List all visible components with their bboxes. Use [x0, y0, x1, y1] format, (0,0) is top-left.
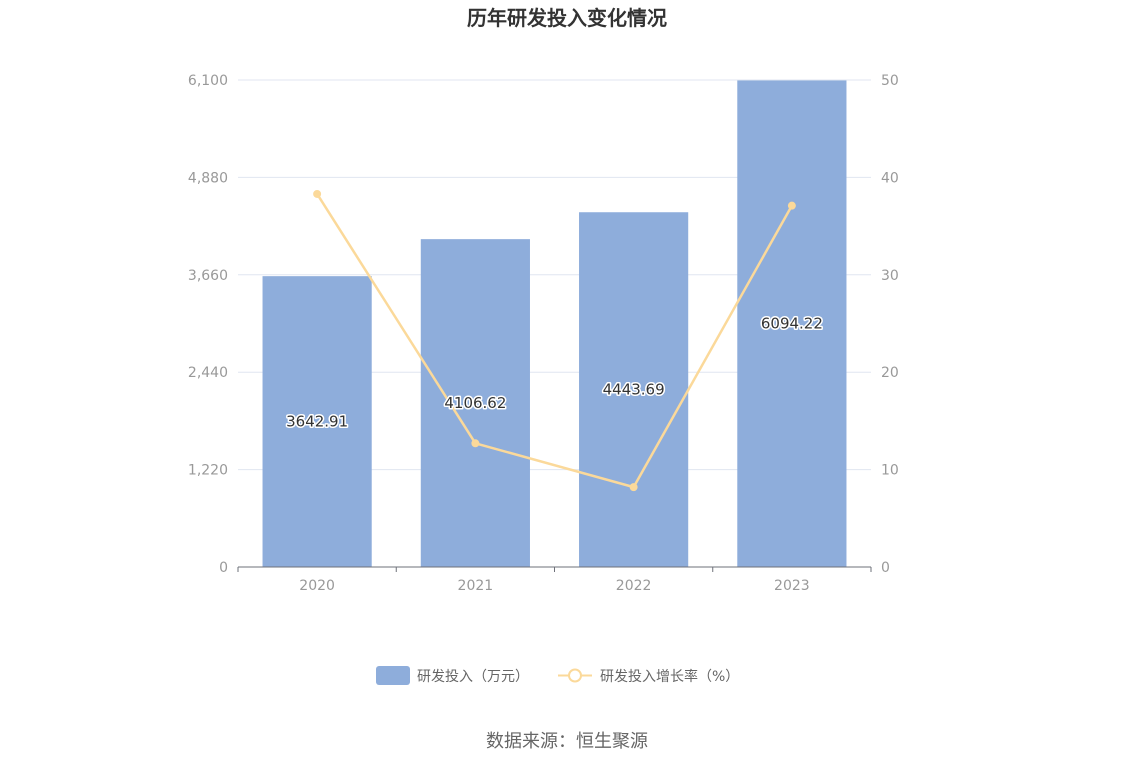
growth-rate-point	[787, 201, 796, 210]
right-axis-tick-label: 50	[881, 73, 899, 89]
left-axis-tick-label: 2,440	[188, 365, 228, 381]
legend-bar-swatch	[376, 666, 410, 685]
bar-series	[262, 80, 847, 567]
left-axis-ticks: 0 1,220 2,440 3,660 4,880 6,100	[188, 73, 228, 576]
bar-value-label: 4106.62	[444, 394, 506, 412]
legend[interactable]: 研发投入（万元） 研发投入增长率（%）	[376, 666, 739, 685]
chart-title: 历年研发投入变化情况	[467, 6, 667, 30]
left-axis-tick-label: 0	[219, 560, 228, 576]
growth-rate-point	[471, 439, 480, 448]
bar	[262, 276, 372, 567]
x-axis-ticks: 2020 2021 2022 2023	[237, 567, 872, 594]
right-axis-tick-label: 40	[881, 170, 899, 186]
growth-rate-point	[313, 189, 322, 198]
x-axis-tick-label: 2022	[616, 578, 652, 594]
left-axis-tick-label: 4,880	[188, 170, 228, 186]
bar-value-labels: 3642.91 4106.62 4443.69 6094.22	[285, 313, 825, 432]
bar	[420, 239, 530, 567]
right-axis-tick-label: 0	[881, 560, 890, 576]
left-axis-tick-label: 1,220	[188, 463, 228, 479]
left-axis-tick-label: 6,100	[188, 73, 228, 89]
bar	[737, 80, 847, 567]
legend-line-label[interactable]: 研发投入增长率（%）	[600, 668, 739, 685]
source-note: 数据来源：恒生聚源	[486, 731, 648, 752]
right-axis-tick-label: 10	[881, 463, 899, 479]
bar-value-label: 3642.91	[286, 413, 348, 431]
right-axis-ticks: 0 10 20 30 40 50	[881, 73, 899, 576]
growth-rate-line	[316, 193, 793, 489]
bar	[579, 212, 689, 567]
bar-value-label: 6094.22	[761, 315, 823, 333]
legend-line-marker	[568, 668, 582, 683]
right-axis-tick-label: 20	[881, 365, 899, 381]
x-axis-tick-label: 2023	[774, 578, 810, 594]
growth-rate-point	[629, 483, 638, 492]
legend-bar-label[interactable]: 研发投入（万元）	[417, 669, 529, 685]
line-series	[313, 189, 796, 492]
bar-value-label: 4443.69	[603, 381, 665, 399]
x-axis-tick-label: 2021	[458, 578, 494, 594]
left-axis-tick-label: 3,660	[188, 268, 228, 284]
x-axis-tick-label: 2020	[299, 578, 335, 594]
right-axis-tick-label: 30	[881, 268, 899, 284]
